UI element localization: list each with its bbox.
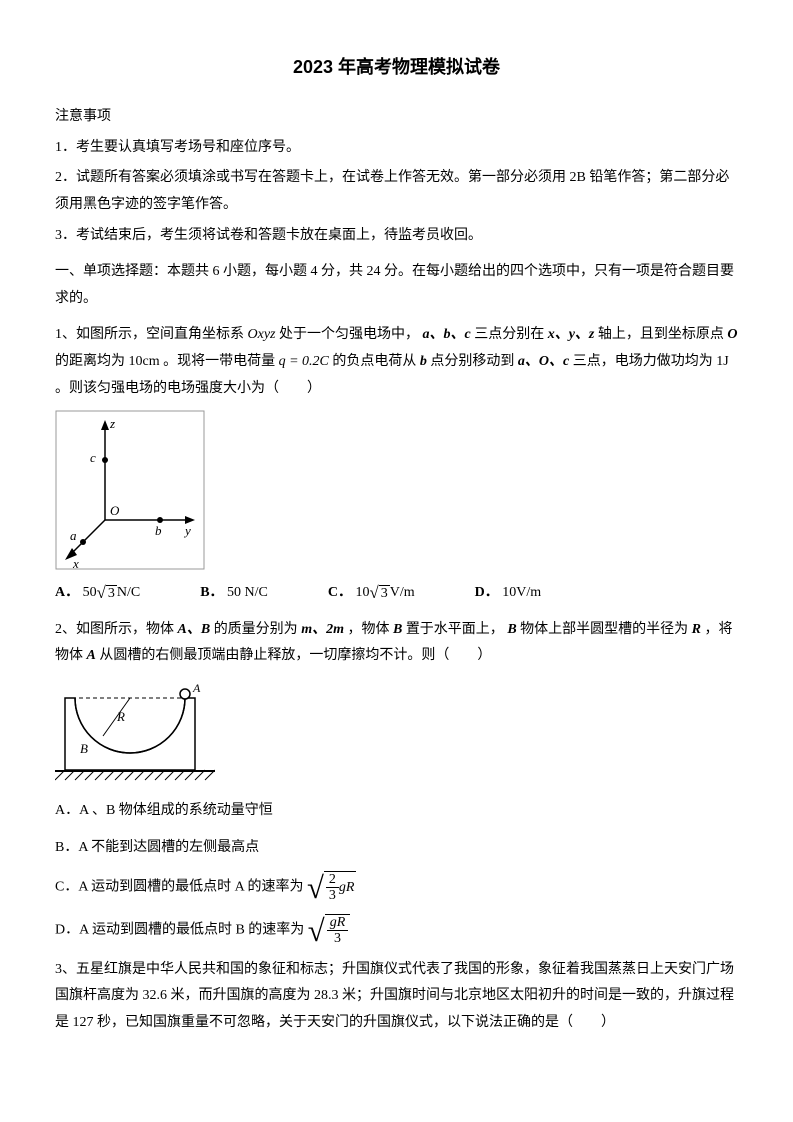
radicand: 3 bbox=[379, 585, 390, 602]
q1-option-a: A． 50√3N/C bbox=[55, 580, 140, 607]
opt-text: 10V/m bbox=[502, 585, 541, 600]
q2-options: A．A 、B 物体组成的系统动量守恒 B．A 不能到达圆槽的左侧最高点 C．A … bbox=[55, 798, 738, 947]
unit: N/C bbox=[117, 585, 140, 600]
radicand: 3 bbox=[106, 585, 117, 602]
q1-text: 。现将一带电荷量 bbox=[163, 354, 275, 369]
q2-text: 2、如图所示，物体 bbox=[55, 622, 174, 637]
q1-q: q = 0.2C bbox=[279, 354, 329, 369]
q1-dist: 10cm bbox=[129, 354, 160, 369]
svg-text:O: O bbox=[110, 503, 120, 518]
q1-b: b bbox=[420, 354, 427, 369]
q2-option-a: A．A 、B 物体组成的系统动量守恒 bbox=[55, 798, 738, 825]
section1-intro: 一、单项选择题：本题共 6 小题，每小题 4 分，共 24 分。在每小题给出的四… bbox=[55, 259, 738, 312]
q1-text: 处于一个匀强电场中， bbox=[279, 327, 419, 342]
question-3: 3、五星红旗是中华人民共和国的象征和标志；升国旗仪式代表了我国的形象，象征着我国… bbox=[55, 957, 738, 1037]
q1-text: 点分别移动到 bbox=[430, 354, 514, 369]
opt-text: 50 N/C bbox=[227, 585, 268, 600]
q2-option-d: D．A 运动到圆槽的最低点时 B 的速率为 √ gR3 bbox=[55, 914, 738, 947]
q2-A: A bbox=[87, 648, 96, 663]
opt-label: B． bbox=[200, 585, 223, 600]
svg-text:c: c bbox=[90, 450, 96, 465]
q1-text: 。则该匀强电场的电场强度大小为（ ） bbox=[55, 381, 321, 396]
svg-text:z: z bbox=[109, 416, 115, 431]
q2-text: 从圆槽的右侧最顶端由静止释放，一切摩擦均不计。则（ ） bbox=[99, 648, 491, 663]
svg-text:x: x bbox=[72, 556, 79, 570]
page-title: 2023 年高考物理模拟试卷 bbox=[55, 50, 738, 84]
q2-text: 置于水平面上， bbox=[406, 622, 504, 637]
opt-text: D．A 运动到圆槽的最低点时 B 的速率为 bbox=[55, 922, 304, 937]
q2-option-c: C．A 运动到圆槽的最低点时 A 的速率为 √ 23gR bbox=[55, 871, 738, 904]
q1-figure: z y x O c b a bbox=[55, 410, 738, 570]
svg-text:b: b bbox=[155, 523, 162, 538]
opt-text: B．A 不能到达圆槽的左侧最高点 bbox=[55, 840, 259, 855]
opt-label: A． bbox=[55, 585, 79, 600]
svg-text:B: B bbox=[80, 741, 88, 756]
q2-text: 的质量分别为 bbox=[214, 622, 298, 637]
svg-text:A: A bbox=[192, 681, 201, 695]
q2-B: B bbox=[393, 622, 402, 637]
notice-header: 注意事项 bbox=[55, 104, 738, 131]
q1-text: 轴上，且到坐标原点 bbox=[598, 327, 724, 342]
q2-option-b: B．A 不能到达圆槽的左侧最高点 bbox=[55, 835, 738, 862]
q2-text: 物体上部半圆型槽的半径为 bbox=[520, 622, 688, 637]
q1-oxyz: Oxyz bbox=[248, 327, 276, 342]
opt-text: C．A 运动到圆槽的最低点时 A 的速率为 bbox=[55, 880, 304, 895]
svg-text:R: R bbox=[116, 709, 125, 724]
opt-label: D． bbox=[475, 585, 499, 600]
den: 3 bbox=[326, 888, 339, 903]
q1-text: 1、如图所示，空间直角坐标系 bbox=[55, 327, 244, 342]
opt-text: A．A 、B 物体组成的系统动量守恒 bbox=[55, 803, 273, 818]
opt-label: C． bbox=[328, 585, 352, 600]
notice-1: 1．考生要认真填写考场号和座位序号。 bbox=[55, 135, 738, 162]
q1-text: 的距离均为 bbox=[55, 354, 125, 369]
q2-figure: A B R bbox=[55, 678, 738, 788]
opt-text: 50 bbox=[83, 585, 97, 600]
q1-option-c: C． 10√3V/m bbox=[328, 580, 415, 607]
q1-text: 三点，电场力做功均为 bbox=[573, 354, 713, 369]
unit: V/m bbox=[390, 585, 415, 600]
q1-options: A． 50√3N/C B． 50 N/C C． 10√3V/m D． 10V/m bbox=[55, 580, 738, 607]
num: gR bbox=[327, 915, 349, 931]
q1-xyz: x、y、z bbox=[548, 327, 595, 342]
q1-abc: a、b、c bbox=[423, 327, 471, 342]
opt-text: 10 bbox=[356, 585, 370, 600]
q2-B2: B bbox=[507, 622, 516, 637]
q1-option-d: D． 10V/m bbox=[475, 580, 542, 607]
question-1: 1、如图所示，空间直角坐标系 Oxyz 处于一个匀强电场中， a、b、c 三点分… bbox=[55, 322, 738, 402]
q1-aOc: a、O、c bbox=[518, 354, 569, 369]
gR: gR bbox=[339, 880, 355, 895]
notice-2: 2．试题所有答案必须填涂或书写在答题卡上，在试卷上作答无效。第一部分必须用 2B… bbox=[55, 165, 738, 218]
question-2: 2、如图所示，物体 A、B 的质量分别为 m、2m ，物体 B 置于水平面上， … bbox=[55, 617, 738, 670]
q1-option-b: B． 50 N/C bbox=[200, 580, 268, 607]
q1-O: O bbox=[727, 327, 737, 342]
q1-text: 的负点电荷从 bbox=[332, 354, 416, 369]
notice-3: 3．考试结束后，考生须将试卷和答题卡放在桌面上，待监考员收回。 bbox=[55, 223, 738, 250]
q1-W: 1J bbox=[716, 354, 728, 369]
num: 2 bbox=[326, 872, 339, 888]
svg-text:a: a bbox=[70, 528, 77, 543]
q2-text: ，物体 bbox=[347, 622, 389, 637]
svg-text:y: y bbox=[183, 523, 191, 538]
q2-R: R bbox=[692, 622, 701, 637]
q1-text: 三点分别在 bbox=[474, 327, 544, 342]
q2-AB: A、B bbox=[178, 622, 211, 637]
den: 3 bbox=[327, 931, 349, 946]
q2-masses: m、2m bbox=[301, 622, 344, 637]
